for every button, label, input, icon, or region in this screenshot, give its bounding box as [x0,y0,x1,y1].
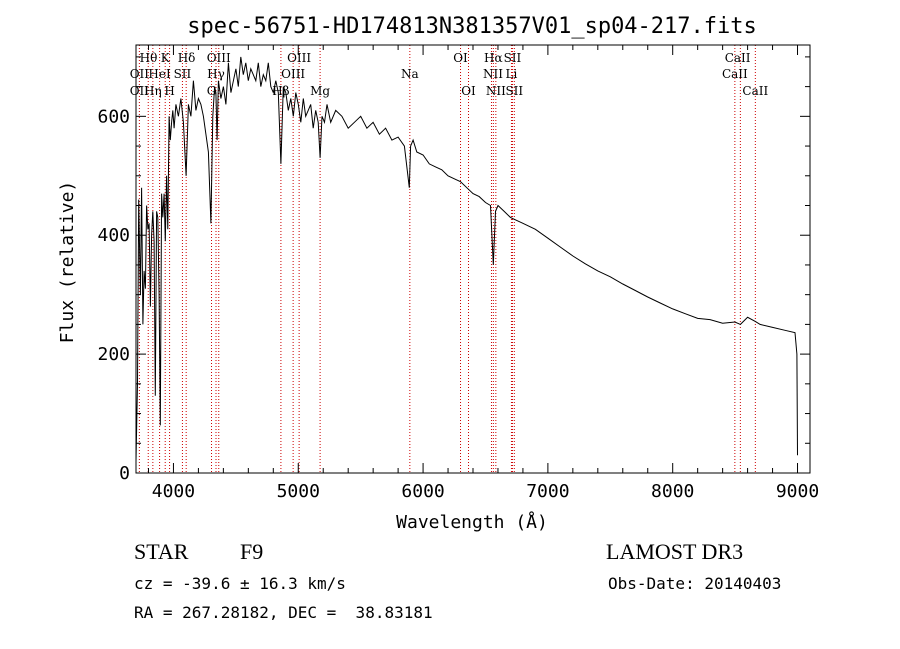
x-tick-label: 4000 [152,481,195,502]
obs-date: Obs-Date: 20140403 [608,574,782,593]
x-axis: 4000 5000 6000 7000 8000 9000 [147,45,819,502]
marker-label: SII [504,51,522,65]
line-markers [138,45,756,473]
marker-label: G [207,84,217,98]
y-axis-label: Flux (relative) [57,181,78,344]
marker-label: Mg [310,84,330,98]
x-tick-label: 6000 [401,481,444,502]
marker-label: Hα [484,51,503,65]
marker-label: Li [506,67,518,81]
marker-label: Hη [144,84,162,98]
survey-name: LAMOST DR3 [606,539,744,564]
y-tick-label: 0 [119,463,130,484]
marker-label: SII [174,67,192,81]
marker-label: HeI [148,67,171,81]
spectral-subclass: F9 [240,539,264,564]
x-axis-label: Wavelength (Å) [396,511,548,533]
marker-label: OIII [281,67,305,81]
marker-label: OI [453,51,468,65]
redshift-readout: cz = -39.6 ± 16.3 km/s [134,574,346,593]
plot-frame [135,44,811,474]
marker-label: Na [401,67,419,81]
chart-title: spec-56751-HD174813N381357V01_sp04-217.f… [187,14,757,39]
x-tick-label: 7000 [526,481,569,502]
y-tick-label: 600 [97,106,130,127]
marker-label: CaII [742,84,768,98]
y-tick-label: 200 [97,344,130,365]
marker-label: OII [130,84,150,98]
marker-label: OI [461,84,476,98]
marker-label: OIII [287,51,311,65]
y-axis: 0 200 400 600 [97,56,810,484]
marker-label: NII [486,84,506,98]
y-tick-label: 400 [97,225,130,246]
marker-label: NII [483,67,503,81]
marker-label: K [161,51,171,65]
marker-label: Hγ [207,67,225,81]
marker-label: CaII [722,67,748,81]
marker-label: OIII [207,51,231,65]
marker-label: Hδ [178,51,196,65]
marker-label: CaII [725,51,751,65]
marker-label: Hβ [272,84,289,98]
object-type: STAR [134,539,189,564]
x-tick-label: 9000 [776,481,819,502]
x-tick-label: 5000 [277,481,320,502]
spectrum-line [135,56,798,462]
marker-label: OII [130,67,150,81]
x-tick-label: 8000 [651,481,694,502]
marker-label: Hθ [140,51,158,65]
marker-label: H [164,84,174,98]
marker-label: SII [505,84,523,98]
coordinates: RA = 267.28182, DEC = 38.83181 [134,603,433,622]
